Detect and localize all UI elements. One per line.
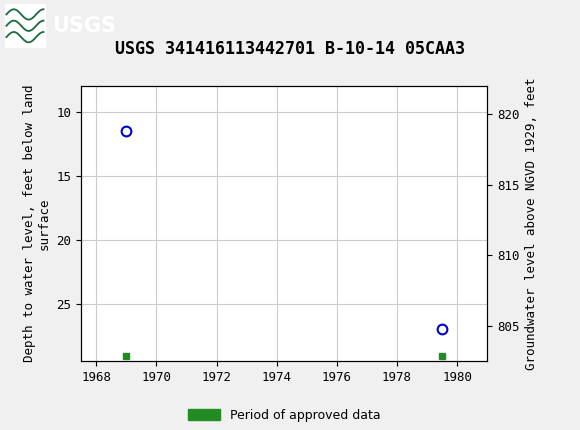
Legend: Period of approved data: Period of approved data — [183, 403, 385, 427]
Text: USGS: USGS — [52, 16, 116, 36]
Text: USGS 341416113442701 B-10-14 05CAA3: USGS 341416113442701 B-10-14 05CAA3 — [115, 40, 465, 58]
Y-axis label: Groundwater level above NGVD 1929, feet: Groundwater level above NGVD 1929, feet — [525, 77, 538, 370]
FancyBboxPatch shape — [5, 4, 45, 47]
Y-axis label: Depth to water level, feet below land
surface: Depth to water level, feet below land su… — [23, 85, 51, 362]
